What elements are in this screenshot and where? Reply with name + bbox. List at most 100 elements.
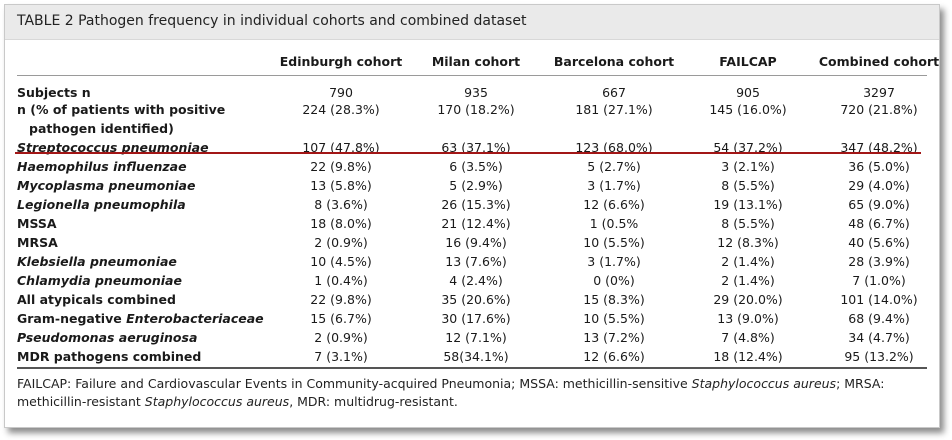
table-cell: 58(34.1%): [443, 349, 509, 364]
table-cell: 720 (21.8%): [840, 102, 918, 117]
table-cell: 10 (4.5%): [310, 254, 372, 269]
table-cell: 13 (9.0%): [717, 311, 779, 326]
table-cell: 790: [329, 85, 353, 100]
table-cell: 224 (28.3%): [302, 102, 380, 117]
table-cell: 15 (6.7%): [310, 311, 372, 326]
table-cell: 29 (20.0%): [713, 292, 783, 307]
table-cell: 29 (4.0%): [848, 178, 910, 193]
table-bottom-rule: [17, 367, 927, 369]
table-cell: 4 (2.4%): [449, 273, 503, 288]
table-cell: 145 (16.0%): [709, 102, 787, 117]
table-cell: 905: [736, 85, 760, 100]
table-cell: 18 (8.0%): [310, 216, 372, 231]
table-cell: 3 (2.1%): [721, 159, 775, 174]
table-cell: 21 (12.4%): [441, 216, 511, 231]
row-label-h-influenzae: Haemophilus influenzae: [17, 159, 187, 174]
table-cell: 667: [602, 85, 626, 100]
table-cell: 8 (5.5%): [721, 216, 775, 231]
table-cell: 3297: [863, 85, 895, 100]
table-cell: 22 (9.8%): [310, 292, 372, 307]
row-label-positive-pct: n (% of patients with positive: [17, 102, 226, 117]
row-label-l-pneumophila: Legionella pneumophila: [17, 197, 186, 212]
table-cell: 7 (4.8%): [721, 330, 775, 345]
table-cell: 5 (2.7%): [587, 159, 641, 174]
col-header-failcap: FAILCAP: [719, 54, 777, 69]
table-cell: 1 (0.5%: [589, 216, 639, 231]
table-cell: 10 (5.5%): [583, 311, 645, 326]
table-title: TABLE 2 Pathogen frequency in individual…: [17, 13, 527, 29]
table-cell: 13 (7.6%): [445, 254, 507, 269]
table-cell: 16 (9.4%): [445, 235, 507, 250]
label-italic: Enterobacteriaceae: [126, 311, 264, 326]
table-cell: 0 (0%): [593, 273, 635, 288]
table-cell: 36 (5.0%): [848, 159, 910, 174]
table-cell: 2 (1.4%): [721, 254, 775, 269]
table-cell: 101 (14.0%): [840, 292, 918, 307]
table-cell: 7 (3.1%): [314, 349, 368, 364]
table-cell: 12 (8.3%): [717, 235, 779, 250]
annotation-red-line: [15, 152, 921, 154]
table-cell: 8 (5.5%): [721, 178, 775, 193]
row-label-m-pneumoniae: Mycoplasma pneumoniae: [17, 178, 196, 193]
row-label-enterobacteriaceae: Gram-negative Enterobacteriaceae: [17, 311, 264, 326]
footnote-italic: Staphylococcus aureus: [691, 376, 837, 391]
table-cell: 2 (1.4%): [721, 273, 775, 288]
table-cell: 19 (13.1%): [713, 197, 783, 212]
table-cell: 95 (13.2%): [844, 349, 914, 364]
col-header-combined: Combined cohort: [818, 54, 940, 69]
table-cell: 18 (12.4%): [713, 349, 783, 364]
row-label-c-pneumoniae: Chlamydia pneumoniae: [17, 273, 182, 288]
table-cell: 22 (9.8%): [310, 159, 372, 174]
label-prefix: Gram-negative: [17, 311, 127, 326]
row-label-p-aeruginosa: Pseudomonas aeruginosa: [17, 330, 198, 345]
table-cell: 48 (6.7%): [848, 216, 910, 231]
table-cell: 123 (68.0%): [575, 140, 653, 155]
table-cell: 107 (47.8%): [302, 140, 380, 155]
table-cell: 1 (0.4%): [314, 273, 368, 288]
col-header-edinburgh: Edinburgh cohort: [279, 54, 403, 69]
table-cell: 7 (1.0%): [852, 273, 906, 288]
col-header-barcelona: Barcelona cohort: [553, 54, 675, 69]
table-cell: 181 (27.1%): [575, 102, 653, 117]
table-footnote: FAILCAP: Failure and Cardiovascular Even…: [17, 375, 927, 411]
table-frame: TABLE 2 Pathogen frequency in individual…: [4, 4, 940, 428]
row-label-subjects: Subjects n: [17, 85, 91, 100]
table-cell: 30 (17.6%): [441, 311, 511, 326]
table-cell: 3 (1.7%): [587, 178, 641, 193]
row-label-mssa: MSSA: [17, 216, 57, 231]
table-cell: 170 (18.2%): [437, 102, 515, 117]
table-cell: 12 (6.6%): [583, 349, 645, 364]
footnote-italic: Staphylococcus aureus: [144, 394, 290, 409]
table-cell: 68 (9.4%): [848, 311, 910, 326]
title-bar: TABLE 2 Pathogen frequency in individual…: [5, 5, 939, 40]
table-cell: 34 (4.7%): [848, 330, 910, 345]
header-divider: [17, 75, 927, 76]
table-cell: 13 (5.8%): [310, 178, 372, 193]
table-cell: 2 (0.9%): [314, 330, 368, 345]
row-label-s-pneumoniae: Streptococcus pneumoniae: [17, 140, 209, 155]
table-cell: 12 (7.1%): [445, 330, 507, 345]
table-cell: 65 (9.0%): [848, 197, 910, 212]
table-cell: 935: [464, 85, 488, 100]
table-cell: 40 (5.6%): [848, 235, 910, 250]
table-cell: 12 (6.6%): [583, 197, 645, 212]
row-label-continuation: pathogen identified): [29, 121, 174, 136]
row-label-atypicals: All atypicals combined: [17, 292, 176, 307]
table-cell: 28 (3.9%): [848, 254, 910, 269]
table-cell: 8 (3.6%): [314, 197, 368, 212]
row-label-k-pneumoniae: Klebsiella pneumoniae: [17, 254, 177, 269]
row-label-mrsa: MRSA: [17, 235, 58, 250]
table-cell: 13 (7.2%): [583, 330, 645, 345]
footnote-text: , MDR: multidrug-resistant.: [289, 394, 458, 409]
table-cell: 5 (2.9%): [449, 178, 503, 193]
footnote-text: ; MRSA: methicillin-resistant: [17, 376, 885, 409]
footnote-text: FAILCAP: Failure and Cardiovascular Even…: [17, 376, 692, 391]
table-cell: 6 (3.5%): [449, 159, 503, 174]
col-header-milan: Milan cohort: [431, 54, 521, 69]
table-cell: 347 (48.2%): [840, 140, 918, 155]
table-cell: 63 (37.1%): [441, 140, 511, 155]
row-label-mdr: MDR pathogens combined: [17, 349, 202, 364]
table-cell: 35 (20.6%): [441, 292, 511, 307]
table-cell: 54 (37.2%): [713, 140, 783, 155]
table-cell: 15 (8.3%): [583, 292, 645, 307]
